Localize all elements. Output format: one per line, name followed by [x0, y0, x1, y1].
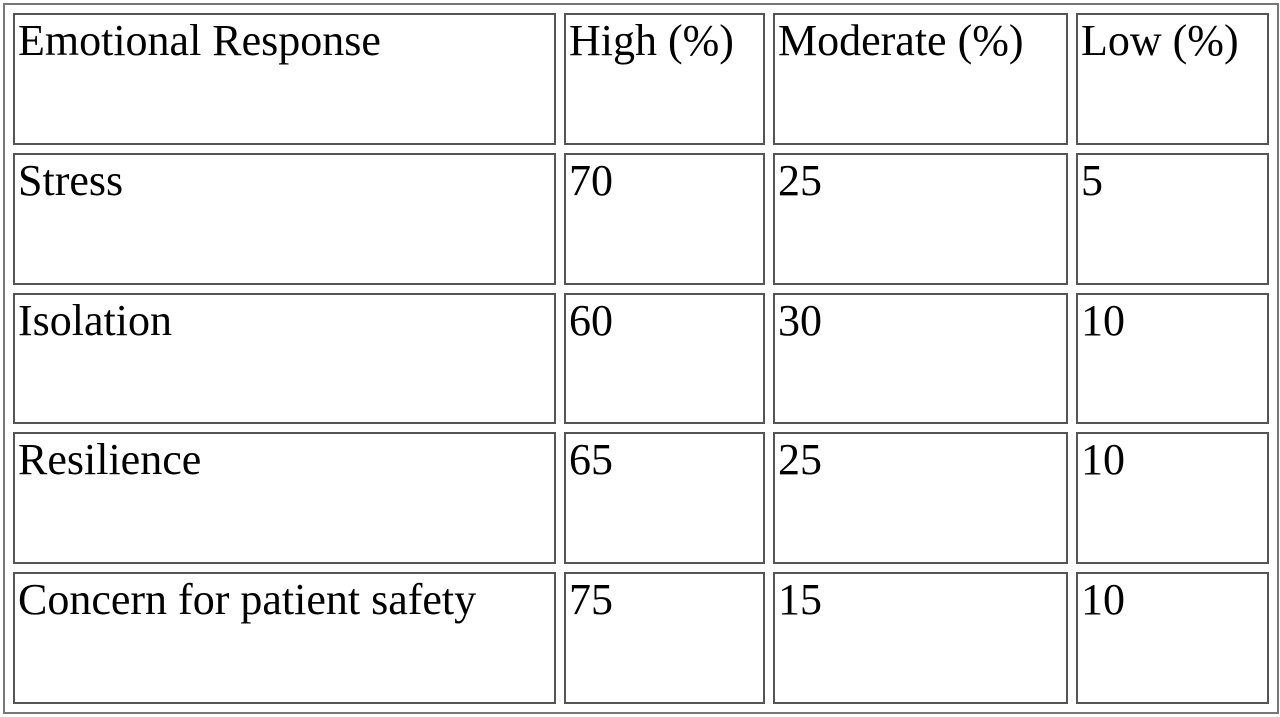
table-cell: 75: [564, 572, 765, 704]
table-cell: 10: [1076, 572, 1269, 704]
table-row: Resilience 65 25 10: [13, 432, 1269, 565]
table-row: Isolation 60 30 10: [13, 292, 1269, 425]
table-cell: 15: [773, 572, 1068, 704]
table-cell: Resilience: [13, 432, 556, 565]
table-cell: Isolation: [13, 292, 556, 425]
table-cell: 25: [773, 432, 1068, 565]
header-cell: High (%): [564, 13, 765, 145]
table-cell: 5: [1076, 152, 1269, 285]
table-cell: 65: [564, 432, 765, 565]
header-cell: Moderate (%): [773, 13, 1068, 145]
table-cell: 60: [564, 292, 765, 425]
header-cell: Emotional Response: [13, 13, 556, 145]
header-row: Emotional Response High (%) Moderate (%) Lo…: [13, 13, 1269, 145]
table-cell: 10: [1076, 292, 1269, 425]
table-cell: 70: [564, 152, 765, 285]
table-row: Stress 70 25 5: [13, 152, 1269, 285]
data-table: Emotional Response High (%) Moderate (%) Lo…: [3, 3, 1279, 714]
table-row: Concern for patient safety 75 15 10: [13, 572, 1269, 704]
table-cell: 25: [773, 152, 1068, 285]
table-cell: Concern for patient safety: [13, 572, 556, 704]
header-cell: Low (%): [1076, 13, 1269, 145]
table-cell: 10: [1076, 432, 1269, 565]
table-cell: 30: [773, 292, 1068, 425]
table-cell: Stress: [13, 152, 556, 285]
